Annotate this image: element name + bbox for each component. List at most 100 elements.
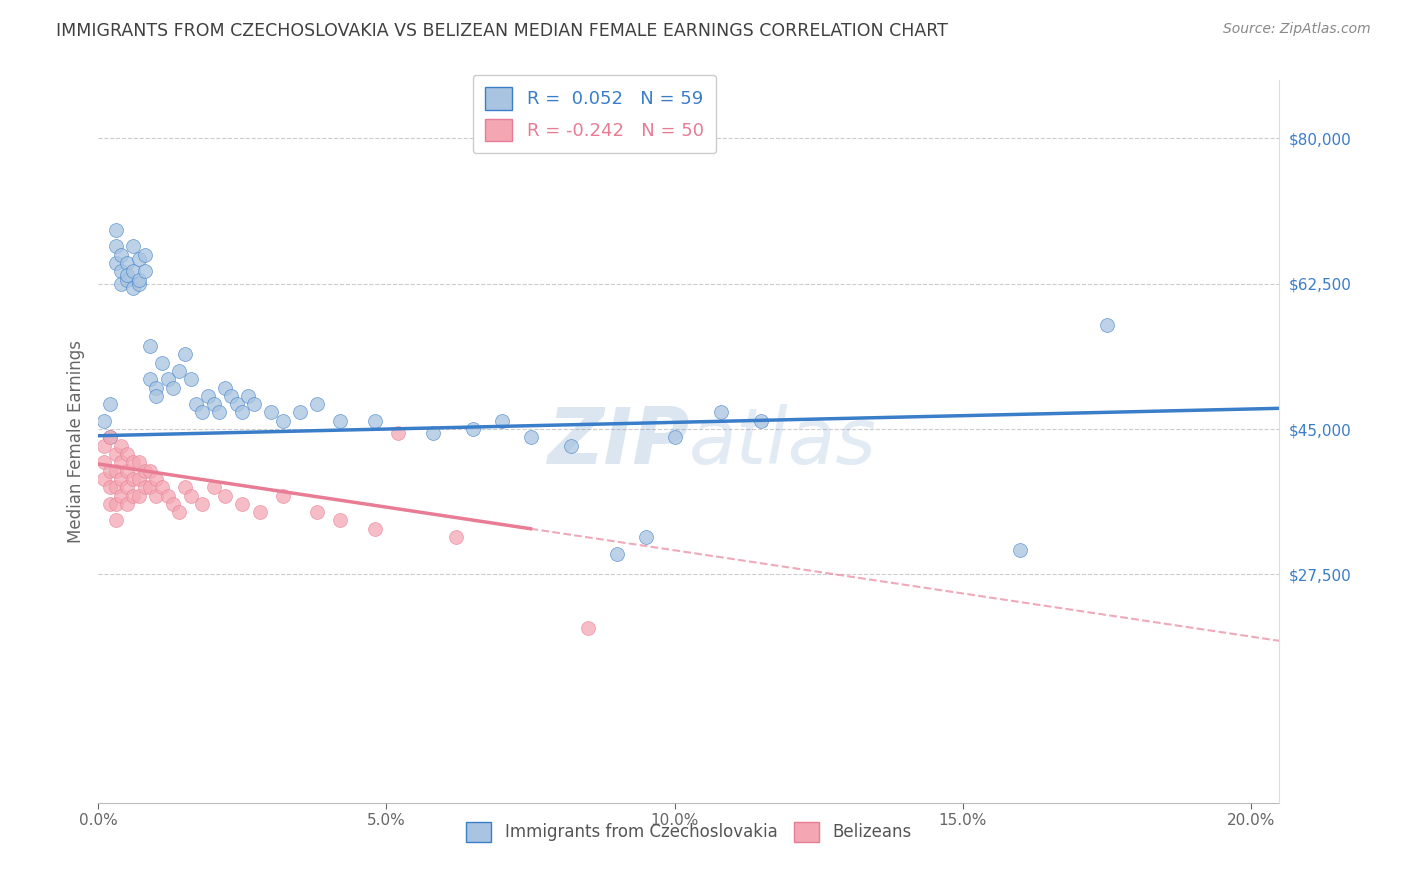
Point [122,489,145,503]
Text: ZIP: ZIP [547,403,689,480]
Point [134,248,156,262]
Point [173,480,195,494]
Point [243,397,266,411]
Point [128,252,150,266]
Point [122,455,145,469]
Point [115,447,138,461]
Point [122,281,145,295]
Point [231,497,253,511]
Point [98,497,121,511]
Point [214,380,236,394]
Point [115,272,138,286]
Point [104,464,127,478]
Legend: Immigrants from Czechoslovakia, Belizeans: Immigrants from Czechoslovakia, Belizean… [460,815,918,848]
Point [115,464,138,478]
Text: atlas: atlas [689,403,877,480]
Point [219,389,242,403]
Point [115,480,138,494]
Point [191,497,214,511]
Point [387,426,409,441]
Point [93,472,115,486]
Point [329,513,352,527]
Point [329,414,352,428]
Point [110,472,132,486]
Point [288,405,311,419]
Point [104,480,127,494]
Point [191,405,214,419]
Point [664,430,686,444]
Point [260,405,283,419]
Point [180,372,202,386]
Point [634,530,657,544]
Point [249,505,271,519]
Point [128,455,150,469]
Point [364,522,387,536]
Point [104,223,127,237]
Point [128,472,150,486]
Point [173,347,195,361]
Point [710,405,733,419]
Point [519,430,541,444]
Point [150,480,173,494]
Point [491,414,513,428]
Point [145,380,167,394]
Point [98,430,121,444]
Point [128,272,150,286]
Point [93,414,115,428]
Point [93,439,115,453]
Point [576,621,599,635]
Point [231,405,253,419]
Point [139,464,162,478]
Point [1010,542,1032,557]
Point [139,372,162,386]
Point [110,439,132,453]
Point [307,397,329,411]
Point [167,364,190,378]
Point [225,397,247,411]
Point [560,439,582,453]
Point [134,480,156,494]
Point [115,268,138,283]
Point [364,414,387,428]
Point [104,497,127,511]
Point [444,530,467,544]
Point [422,426,444,441]
Point [110,264,132,278]
Point [208,405,231,419]
Point [202,480,225,494]
Point [122,239,145,253]
Point [145,389,167,403]
Point [98,430,121,444]
Point [162,380,184,394]
Point [271,414,294,428]
Point [104,447,127,461]
Point [98,480,121,494]
Point [461,422,484,436]
Point [122,264,145,278]
Point [110,248,132,262]
Point [93,455,115,469]
Point [202,397,225,411]
Point [186,397,208,411]
Point [115,256,138,270]
Point [110,489,132,503]
Point [167,505,190,519]
Point [606,547,628,561]
Point [238,389,260,403]
Text: IMMIGRANTS FROM CZECHOSLOVAKIA VS BELIZEAN MEDIAN FEMALE EARNINGS CORRELATION CH: IMMIGRANTS FROM CZECHOSLOVAKIA VS BELIZE… [56,22,948,40]
Point [150,356,173,370]
Point [162,497,184,511]
Point [122,472,145,486]
Point [156,372,179,386]
Point [110,455,132,469]
Point [1095,318,1118,333]
Point [749,414,772,428]
Point [104,239,127,253]
Y-axis label: Median Female Earnings: Median Female Earnings [66,340,84,543]
Point [197,389,219,403]
Point [180,489,202,503]
Point [115,497,138,511]
Point [139,480,162,494]
Point [156,489,179,503]
Point [271,489,294,503]
